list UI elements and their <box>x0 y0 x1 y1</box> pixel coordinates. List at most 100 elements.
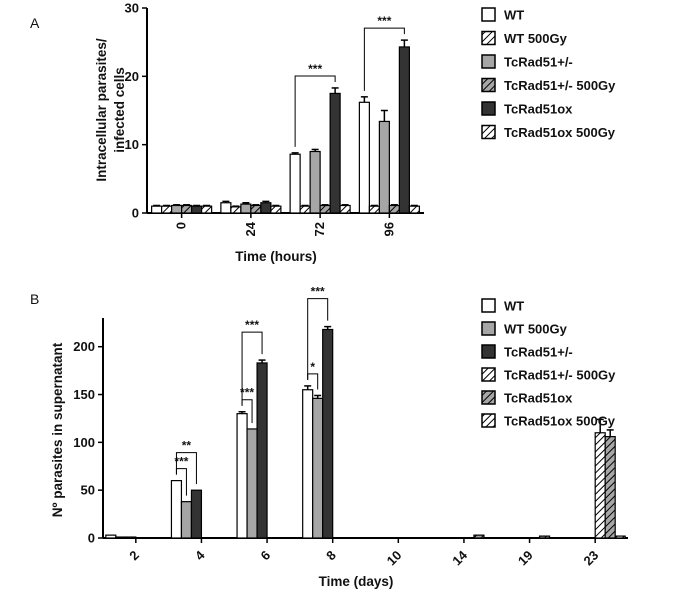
chart-a-bar <box>250 204 262 214</box>
chart-b-legend-swatch <box>481 390 496 405</box>
chart-b-significance-label: *** <box>240 386 254 400</box>
chart-b-ytick-label: 200 <box>73 339 95 354</box>
chart-b-legend-swatch <box>481 298 496 313</box>
chart-a-legend-swatch <box>481 30 496 46</box>
chart-b-bar <box>322 328 334 539</box>
chart-b-xtick-label: 10 <box>384 548 405 569</box>
chart-a-legend-swatch <box>481 7 496 22</box>
chart-b-bar <box>538 535 551 539</box>
chart-b-bar <box>125 536 137 539</box>
chart-a-xtick-label: 72 <box>312 222 327 236</box>
chart-a-bar <box>289 153 301 214</box>
chart-b-ylabel: Nº parasites in supernatant <box>50 342 65 517</box>
chart-a-bar <box>299 205 311 214</box>
chart-a-bar <box>358 101 370 214</box>
chart-b-xtick-label: 2 <box>126 548 142 564</box>
chart-a-bar <box>161 205 173 214</box>
chart-b-bar <box>246 428 258 539</box>
chart-b-xlabel: Time (days) <box>319 574 394 589</box>
chart-b-significance-label: *** <box>245 318 259 332</box>
chart-a-bar <box>398 46 410 214</box>
chart-b-significance-label: *** <box>174 455 188 469</box>
chart-a-bar <box>368 205 380 214</box>
chart-a-bar <box>260 202 272 214</box>
chart-a-plot: 0 10 20 30 0 24 72 96 *** *** WT WT 500Gy TcRad51+/-… <box>125 1 617 237</box>
chart-a-bar <box>191 205 203 214</box>
chart-a-legend-label: TcRad51+/- 500Gy <box>504 78 616 93</box>
chart-b-significance-bracket <box>307 373 319 390</box>
chart-b-significance-bracket <box>175 452 197 485</box>
panel-label-a: A <box>30 15 40 31</box>
chart-b-significance-label: ** <box>182 439 192 453</box>
chart-a-ytick-label: 20 <box>125 69 139 84</box>
chart-a-legend-swatch <box>481 101 496 116</box>
chart-b-bar <box>312 397 324 539</box>
chart-b-xtick-label: 6 <box>257 548 273 564</box>
chart-a-xtick-label: 96 <box>381 222 396 236</box>
chart-a-legend-swatch <box>481 54 496 69</box>
chart-a-ytick-label: 30 <box>125 1 139 16</box>
chart-a-significance-label: *** <box>308 62 322 76</box>
chart-b-legend-swatch <box>481 344 496 359</box>
chart-a-bar <box>151 205 163 214</box>
chart-b-bar <box>105 534 117 539</box>
chart-a-legend-label: TcRad51ox <box>504 102 573 117</box>
chart-b-bar <box>180 501 193 539</box>
chart-b-legend-swatch <box>481 367 496 382</box>
chart-b-legend-label: TcRad51ox <box>504 391 573 406</box>
chart-b-legend-label: WT 500Gy <box>504 322 568 337</box>
chart-b-legend-label: TcRad51ox 500Gy <box>504 414 616 429</box>
chart-a-bar <box>408 205 420 214</box>
chart-b-significance-label: *** <box>311 285 325 299</box>
chart-b-bar <box>302 389 314 539</box>
chart-b-xtick-label: 23 <box>580 548 601 569</box>
chart-b-bar <box>236 413 248 539</box>
chart-a-significance-label: *** <box>377 14 391 28</box>
chart-b-xtick-label: 4 <box>192 547 208 563</box>
chart-a-bar <box>388 204 400 214</box>
chart-b-ytick-label: 150 <box>73 387 95 402</box>
chart-a-legend-label: TcRad51ox 500Gy <box>504 125 616 140</box>
chart-b-ytick-label: 50 <box>81 483 95 498</box>
chart-a-ytick-label: 10 <box>125 137 139 152</box>
chart-b-legend-label: WT <box>504 299 524 314</box>
chart-a-bar <box>230 206 242 214</box>
chart-a-legend-swatch <box>481 77 496 93</box>
chart-b-bar <box>594 432 606 539</box>
chart-a-bar <box>378 120 390 214</box>
chart-a-bar <box>270 205 282 214</box>
chart-b-legend-swatch <box>481 413 496 428</box>
chart-a-legend-label: WT <box>504 8 524 23</box>
chart-b-bar <box>190 489 203 539</box>
chart-b-bar <box>604 436 616 539</box>
chart-b-bar <box>614 535 626 539</box>
chart-b-significance-label: * <box>310 360 315 374</box>
chart-a-legend-label: TcRad51+/- <box>504 55 573 70</box>
chart-a-bar <box>220 202 232 214</box>
chart-b-significance-bracket <box>241 331 263 406</box>
chart-a-ylabel-line1: Intracellular parasites/ <box>94 38 109 182</box>
chart-b-xtick-label: 19 <box>515 548 536 569</box>
chart-a-bar <box>319 204 331 214</box>
chart-a-legend-label: WT 500Gy <box>504 31 568 46</box>
chart-a-bar <box>201 205 213 214</box>
chart-a-significance-bracket <box>294 75 336 147</box>
chart-a-bar <box>329 92 341 214</box>
chart-b-bar <box>256 362 268 539</box>
chart-b-bar <box>170 480 183 539</box>
chart-b-legend-swatch <box>481 321 496 336</box>
chart-b-bar <box>115 536 127 539</box>
chart-a-xtick-label: 0 <box>174 222 189 229</box>
chart-b-bar <box>473 534 485 539</box>
chart-b-ytick-label: 0 <box>88 531 95 546</box>
chart-a-xtick-label: 24 <box>243 221 258 236</box>
chart-b-legend-label: TcRad51+/- <box>504 345 573 360</box>
chart-a-ylabel-line2: infected cells <box>112 67 127 153</box>
chart-b-ytick-label: 100 <box>73 435 95 450</box>
chart-a-significance-bracket <box>363 27 405 91</box>
panel-label-b: B <box>30 291 39 307</box>
chart-a-bar <box>181 204 193 214</box>
chart-a-bar <box>339 204 351 214</box>
